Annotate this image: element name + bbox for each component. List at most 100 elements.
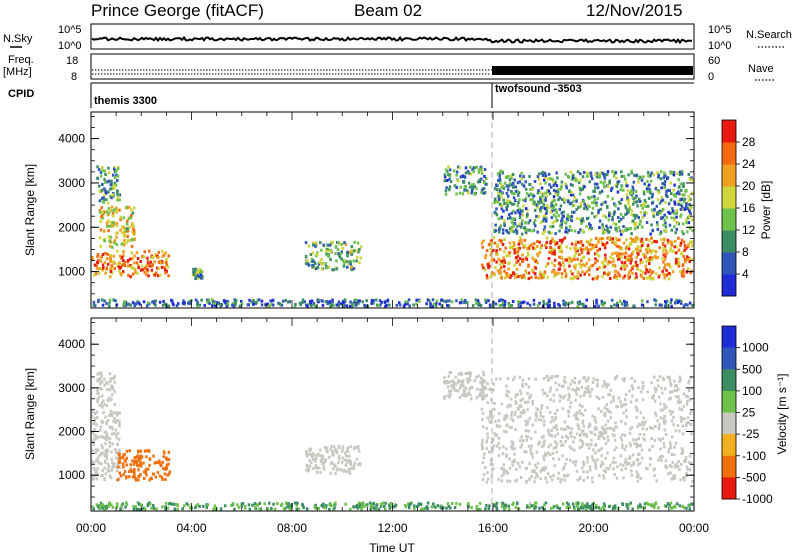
heatmap-cell — [509, 201, 512, 205]
heatmap-cell — [571, 502, 575, 506]
heatmap-cell — [581, 263, 585, 267]
heatmap-cell — [203, 304, 206, 307]
heatmap-cell — [565, 273, 568, 277]
heatmap-cell — [606, 173, 609, 177]
heatmap-cell — [625, 503, 628, 506]
heatmap-cell — [250, 300, 253, 304]
heatmap-cell — [587, 258, 591, 262]
cpid-segment-1: themis 3300 — [94, 95, 157, 107]
heatmap-cell — [557, 383, 561, 387]
heatmap-cell — [357, 250, 360, 254]
heatmap-cell — [232, 304, 235, 308]
heatmap-cell — [549, 241, 552, 245]
heatmap-cell — [163, 451, 166, 455]
heatmap-cell — [569, 193, 573, 197]
colorbar-swatch — [722, 390, 736, 413]
heatmap-cell — [651, 201, 654, 205]
colorbar-swatch — [722, 120, 736, 143]
heatmap-cell — [628, 205, 631, 209]
heatmap-cell — [595, 175, 599, 179]
heatmap-cell — [315, 454, 318, 458]
heatmap-cell — [335, 451, 339, 455]
heatmap-cell — [316, 265, 320, 269]
heatmap-cell — [582, 432, 585, 436]
heatmap-cell — [557, 471, 560, 475]
heatmap-cell — [495, 507, 499, 511]
heatmap-cell — [470, 191, 473, 195]
heatmap-cell — [112, 209, 115, 213]
heatmap-cell — [348, 470, 351, 474]
heatmap-cell — [491, 257, 494, 261]
heatmap-cell — [637, 504, 640, 508]
heatmap-cell — [663, 266, 666, 270]
heatmap-cell — [505, 447, 508, 451]
heatmap-cell — [103, 187, 106, 191]
heatmap-cell — [497, 179, 500, 182]
heatmap-cell — [119, 215, 123, 219]
heatmap-cell — [269, 303, 273, 306]
heatmap-cell — [116, 174, 120, 178]
heatmap-cell — [103, 299, 106, 303]
heatmap-cell — [161, 461, 164, 464]
colorbar-tick-label: 24 — [742, 157, 756, 171]
heatmap-cell — [516, 254, 520, 258]
heatmap-cell — [624, 247, 628, 251]
heatmap-cell — [535, 450, 538, 454]
heatmap-cell — [175, 304, 179, 308]
heatmap-cell — [558, 399, 561, 403]
heatmap-cell — [446, 394, 450, 398]
heatmap-cell — [666, 251, 669, 255]
heatmap-cell — [621, 377, 624, 381]
heatmap-cell — [582, 171, 586, 174]
heatmap-cell — [164, 467, 167, 471]
heatmap-cell — [536, 252, 539, 256]
heatmap-cell — [608, 505, 611, 509]
heatmap-cell — [501, 185, 505, 189]
heatmap-cell — [577, 427, 581, 431]
heatmap-cell — [661, 182, 664, 185]
heatmap-cell — [99, 190, 102, 194]
heatmap-cell — [99, 377, 102, 381]
heatmap-cell — [646, 184, 650, 188]
heatmap-cell — [587, 376, 590, 380]
heatmap-cell — [328, 300, 332, 304]
heatmap-cell — [557, 303, 560, 306]
heatmap-cell — [625, 415, 628, 419]
heatmap-cell — [194, 271, 197, 275]
heatmap-cell — [529, 198, 532, 202]
heatmap-cell — [490, 474, 494, 478]
heatmap-cell — [561, 238, 564, 242]
heatmap-region — [92, 298, 694, 308]
heatmap-cell — [589, 225, 592, 229]
heatmap-cell — [484, 191, 487, 195]
heatmap-cell — [510, 397, 513, 401]
heatmap-cell — [137, 266, 140, 270]
heatmap-cell — [106, 257, 109, 260]
heatmap-cell — [364, 503, 367, 507]
heatmap-cell — [531, 400, 534, 404]
heatmap-cell — [616, 465, 619, 469]
heatmap-cell — [104, 451, 107, 455]
heatmap-cell — [492, 301, 495, 304]
heatmap-cell — [531, 193, 534, 197]
heatmap-cell — [94, 412, 97, 415]
heatmap-cell — [636, 424, 639, 428]
heatmap-cell — [512, 378, 515, 382]
heatmap-cell — [603, 406, 607, 410]
heatmap-cell — [636, 479, 640, 483]
heatmap-cell — [510, 440, 513, 444]
heatmap-cell — [517, 210, 520, 214]
heatmap-cell — [532, 229, 535, 233]
heatmap-cell — [585, 261, 588, 265]
heatmap-cell — [280, 502, 284, 506]
heatmap-cell — [113, 403, 116, 406]
heatmap-cell — [643, 438, 646, 442]
heatmap-cell — [464, 372, 468, 375]
heatmap-cell — [468, 386, 472, 390]
heatmap-cell — [340, 460, 344, 464]
heatmap-cell — [569, 183, 573, 187]
heatmap-cell — [637, 237, 640, 241]
heatmap-cell — [470, 385, 474, 389]
heatmap-cell — [589, 264, 593, 268]
heatmap-cell — [177, 302, 180, 306]
